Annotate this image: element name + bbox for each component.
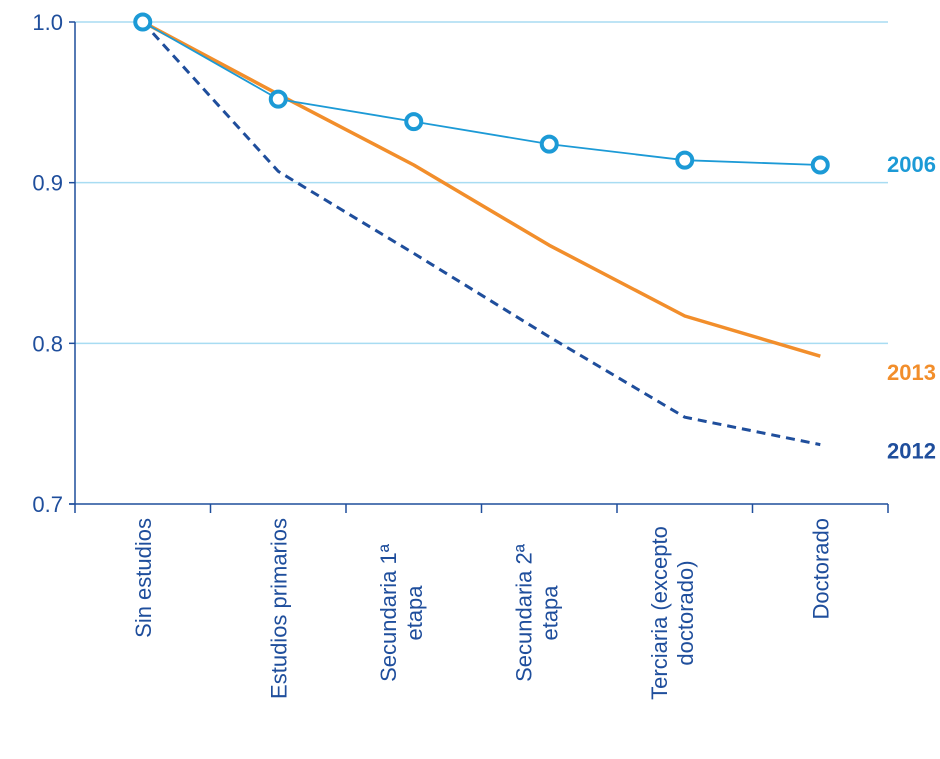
x-tick-label: Estudios primarios — [266, 518, 291, 699]
series-line-2013 — [141, 20, 821, 358]
point-2006-1 — [268, 89, 288, 109]
point-2006-3 — [539, 134, 559, 154]
x-tick-label: etapa — [537, 585, 562, 641]
y-tick-label: 1.0 — [32, 10, 63, 35]
y-tick-label: 0.8 — [32, 331, 63, 356]
x-tick-label: Sin estudios — [131, 518, 156, 638]
point-2006-5 — [810, 155, 830, 175]
x-tick-label: Secundaria 1ª — [376, 543, 401, 682]
axes — [69, 21, 889, 513]
x-tick-label: Secundaria 2ª — [511, 543, 536, 682]
labels: 0.7 0.8 0.9 1.0 Sin estudios Estudios primari… — [32, 10, 936, 700]
series-line-2006 — [142, 21, 821, 166]
series-label-2013: 2013 — [887, 360, 936, 385]
point-2006-2 — [404, 112, 424, 132]
x-tick-label: doctorado) — [673, 560, 698, 665]
x-tick-label: etapa — [402, 585, 427, 641]
x-tick-label: Doctorado — [808, 518, 833, 620]
series-line-2012 — [141, 20, 821, 447]
point-2006-0 — [133, 12, 153, 32]
y-tick-label: 0.7 — [32, 492, 63, 517]
point-2006-4 — [675, 150, 695, 170]
x-tick-label: Terciaria (excepto — [647, 526, 672, 700]
series-label-2006: 2006 — [887, 152, 936, 177]
gridlines — [75, 21, 888, 345]
series-label-2012: 2012 — [887, 439, 936, 464]
series — [133, 12, 830, 447]
y-tick-label: 0.9 — [32, 171, 63, 196]
